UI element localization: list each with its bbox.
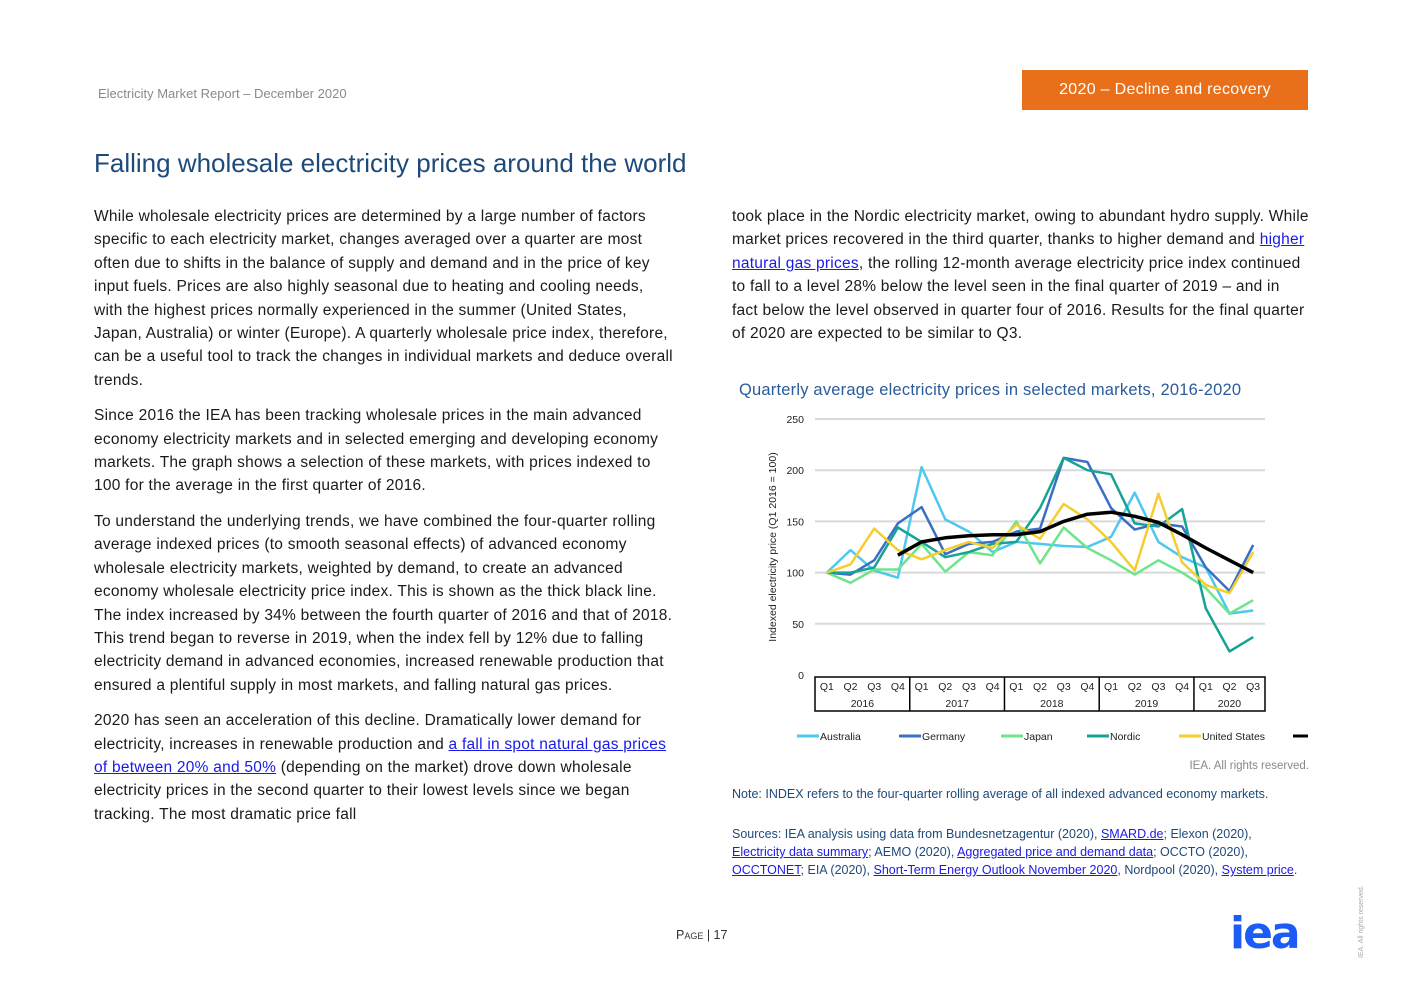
price-chart: 0 50 100 150 200 250 Indexed electricity price… <box>767 414 1308 743</box>
page-label: Page <box>676 928 704 942</box>
x-tick-label: Q1 <box>1199 681 1213 693</box>
gas-price-fall-link[interactable]: a fall in spot natural gas prices of bet… <box>94 735 667 776</box>
text: ; EIA (2020), <box>800 863 874 877</box>
series-line-united-states <box>826 492 1255 595</box>
report-header: Electricity Market Report – December 202… <box>98 86 347 101</box>
text: 2020 has seen an acceleration of this de… <box>94 712 642 753</box>
text: (depending on the market) drove down who… <box>94 758 632 823</box>
y-axis-label: Indexed electricity price (Q1 2016 = 100… <box>767 452 779 641</box>
text: , the rolling 12-month average electrici… <box>732 254 1305 343</box>
x-tick-label: Q2 <box>938 681 952 693</box>
source-link-aemo[interactable]: Aggregated price and demand data <box>957 845 1154 859</box>
source-link-nordpool[interactable]: System price <box>1221 863 1294 877</box>
source-link-smard[interactable]: SMARD.de <box>1100 827 1164 841</box>
chart-sources: Sources: IEA analysis using data from Bu… <box>732 825 1308 879</box>
series-line-australia <box>825 465 1254 615</box>
x-tick-label: Q4 <box>891 681 905 693</box>
y-tick-label: 0 <box>798 670 804 682</box>
text: Sources: IEA analysis using data from Bu… <box>732 827 1101 841</box>
legend-label: Australia <box>820 731 861 743</box>
vertical-rights: IEA. All rights reserved. <box>1358 885 1365 958</box>
x-tick-label: Q1 <box>1009 681 1023 693</box>
series-line-japan <box>826 520 1254 615</box>
x-tick-label: Q3 <box>1246 681 1260 693</box>
chart-note: Note: INDEX refers to the four-quarter r… <box>732 787 1269 801</box>
source-link-elexon[interactable]: Electricity data summary <box>732 845 869 859</box>
x-tick-label: Q2 <box>844 681 858 693</box>
y-tick-label: 50 <box>792 619 804 631</box>
year-label: 2020 <box>1218 698 1242 710</box>
year-label: 2019 <box>1135 698 1159 710</box>
x-tick-label: Q2 <box>1033 681 1047 693</box>
x-tick-label: Q3 <box>962 681 976 693</box>
x-tick-label: Q4 <box>986 681 1000 693</box>
x-tick-label: Q1 <box>1104 681 1118 693</box>
x-tick-label: Q3 <box>867 681 881 693</box>
source-link-eia[interactable]: Short-Term Energy Outlook November 2020 <box>873 863 1118 877</box>
paragraph: Since 2016 the IEA has been tracking who… <box>94 407 659 495</box>
paragraph: 2020 has seen an acceleration of this de… <box>94 709 674 826</box>
text: ; Elexon (2020), <box>1163 827 1252 841</box>
y-tick-label: 200 <box>786 465 804 477</box>
x-tick-label: Q1 <box>820 681 834 693</box>
paragraph: To understand the underlying trends, we … <box>94 512 673 694</box>
chart-rights: IEA. All rights reserved. <box>1189 760 1309 772</box>
x-tick-label: Q4 <box>1175 681 1189 693</box>
series-line-germany <box>826 456 1255 593</box>
y-tick-label: 250 <box>786 414 804 426</box>
text: , Nordpool (2020), <box>1117 863 1222 877</box>
legend-label: United States <box>1202 731 1265 743</box>
x-axis-box <box>814 676 1266 712</box>
legend-label: Japan <box>1024 731 1053 743</box>
y-tick-label: 150 <box>786 516 804 528</box>
legend-label: Germany <box>922 731 966 743</box>
page-title: Falling wholesale electricity prices aro… <box>94 148 687 178</box>
left-column: While wholesale electricity prices are d… <box>94 205 674 838</box>
year-label: 2016 <box>851 698 875 710</box>
iea-logo: iea <box>1230 908 1301 959</box>
gas-prices-link[interactable]: higher natural gas prices <box>732 231 1305 272</box>
chart-title: Quarterly average electricity prices in … <box>739 381 1242 399</box>
text: ; OCCTO (2020), <box>1153 845 1249 859</box>
page-num: | 17 <box>706 928 728 942</box>
x-tick-label: Q2 <box>1128 681 1142 693</box>
legend-label: Nordic <box>1110 731 1140 743</box>
x-tick-label: Q3 <box>1057 681 1071 693</box>
year-label: 2017 <box>945 698 969 710</box>
paragraph: While wholesale electricity prices are d… <box>94 208 673 389</box>
right-column: took place in the Nordic electricity mar… <box>732 205 1310 357</box>
text: . <box>1293 863 1298 877</box>
paragraph: took place in the Nordic electricity mar… <box>732 205 1310 345</box>
x-tick-label: Q2 <box>1222 681 1236 693</box>
source-link-occtonet[interactable]: OCCTONET <box>732 863 801 877</box>
x-tick-label: Q4 <box>1080 681 1094 693</box>
x-tick-label: Q3 <box>1151 681 1165 693</box>
section-badge: 2020 – Decline and recovery <box>1022 70 1308 110</box>
text: took place in the Nordic electricity mar… <box>732 208 1309 249</box>
y-tick-label: 100 <box>786 568 804 580</box>
year-label: 2018 <box>1040 698 1064 710</box>
series-line-nordic <box>826 456 1254 653</box>
series-line-index <box>897 510 1255 575</box>
page-number: Page | 17 <box>676 928 727 942</box>
x-tick-label: Q1 <box>915 681 929 693</box>
text: ; AEMO (2020), <box>868 845 958 859</box>
